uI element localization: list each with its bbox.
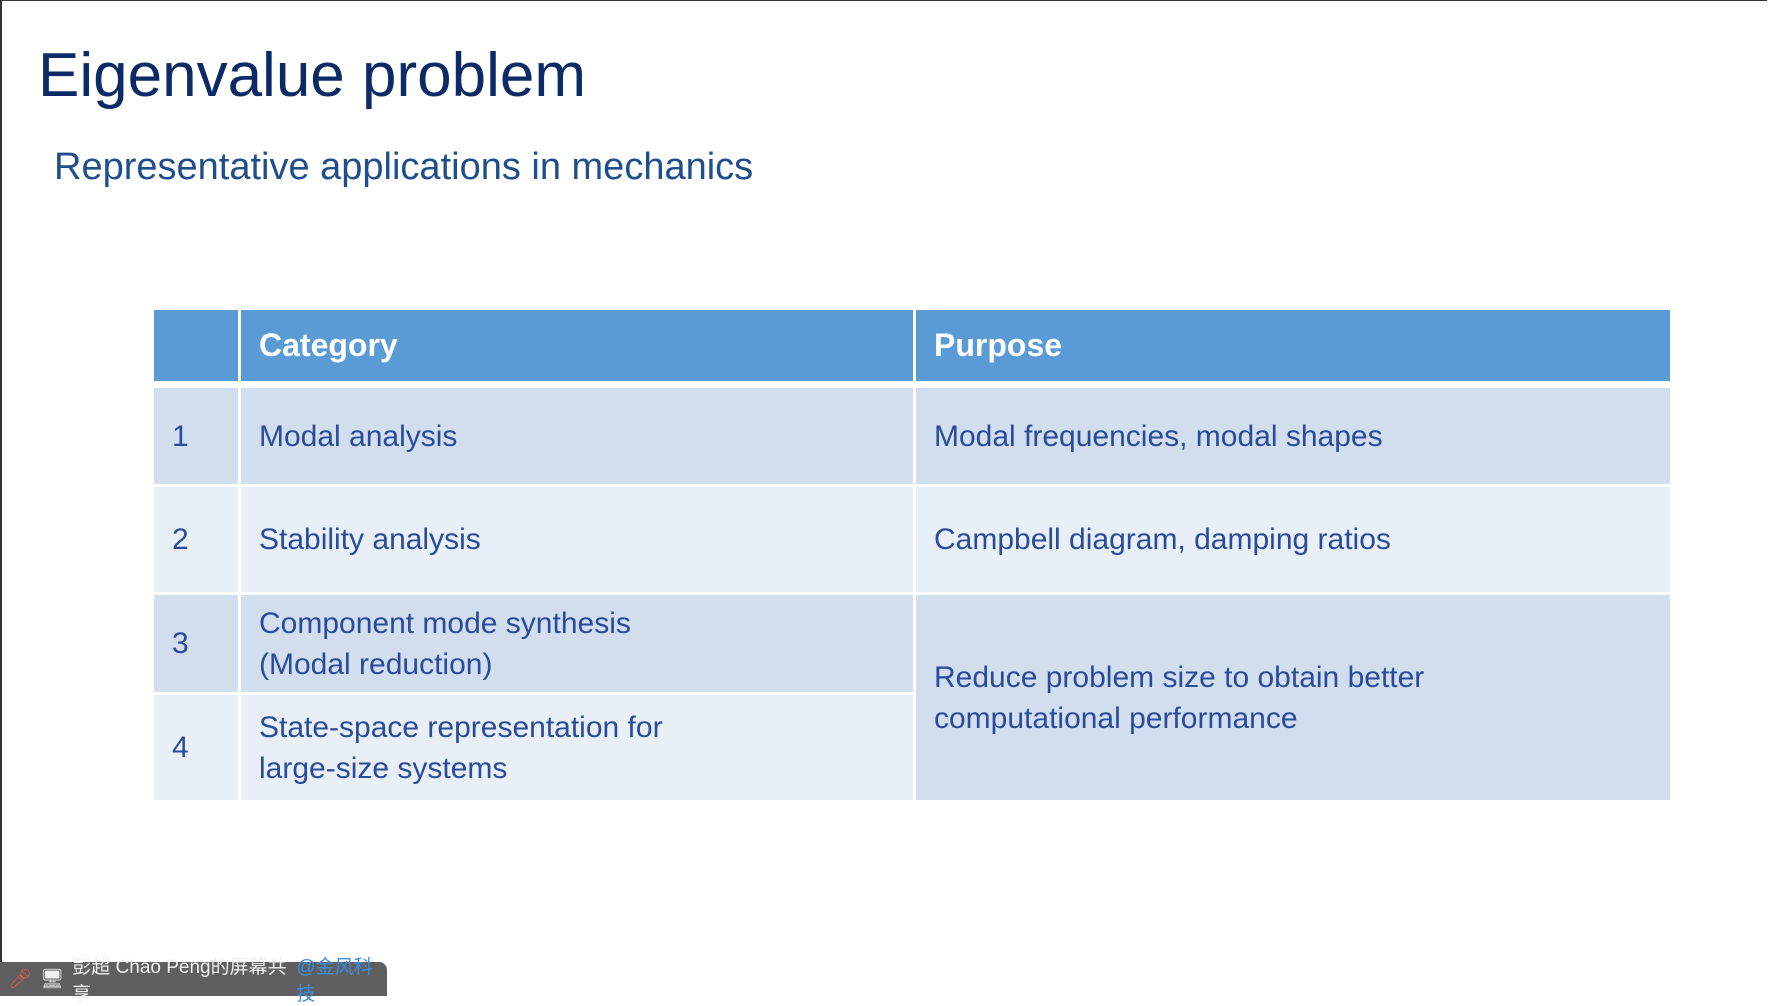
row-4-num: 4	[154, 695, 238, 800]
row-3-4-purpose: Reduce problem size to obtain better com…	[916, 595, 1670, 800]
share-text: 彭超 Chao Peng的屏幕共享	[72, 957, 287, 1005]
row-4-category: State-space representation for large-siz…	[241, 695, 913, 800]
row-2-purpose: Campbell diagram, damping ratios	[916, 487, 1670, 592]
header-num	[154, 310, 238, 381]
screen-share-icon[interactable]: 🖥︎	[40, 969, 65, 990]
row-1-category: Modal analysis	[241, 388, 913, 484]
share-org: @金风科技	[296, 957, 373, 1005]
row-1-purpose: Modal frequencies, modal shapes	[916, 388, 1670, 484]
row-3-num: 3	[154, 595, 238, 692]
row-1-num: 1	[154, 388, 238, 484]
row-3-category: Component mode synthesis (Modal reductio…	[241, 595, 913, 692]
screen-share-bar[interactable]: 🎤︎ 🖥︎ 彭超 Chao Peng的屏幕共享 @金风科技	[0, 957, 387, 1005]
header-category: Category	[241, 310, 913, 381]
slide-title: Eigenvalue problem	[38, 41, 587, 110]
row-2-num: 2	[154, 487, 238, 592]
mic-muted-icon[interactable]: 🎤︎	[8, 969, 33, 990]
row-2-category: Stability analysis	[241, 487, 913, 592]
header-purpose: Purpose	[916, 310, 1670, 381]
slide-subtitle: Representative applications in mechanics	[54, 146, 754, 188]
